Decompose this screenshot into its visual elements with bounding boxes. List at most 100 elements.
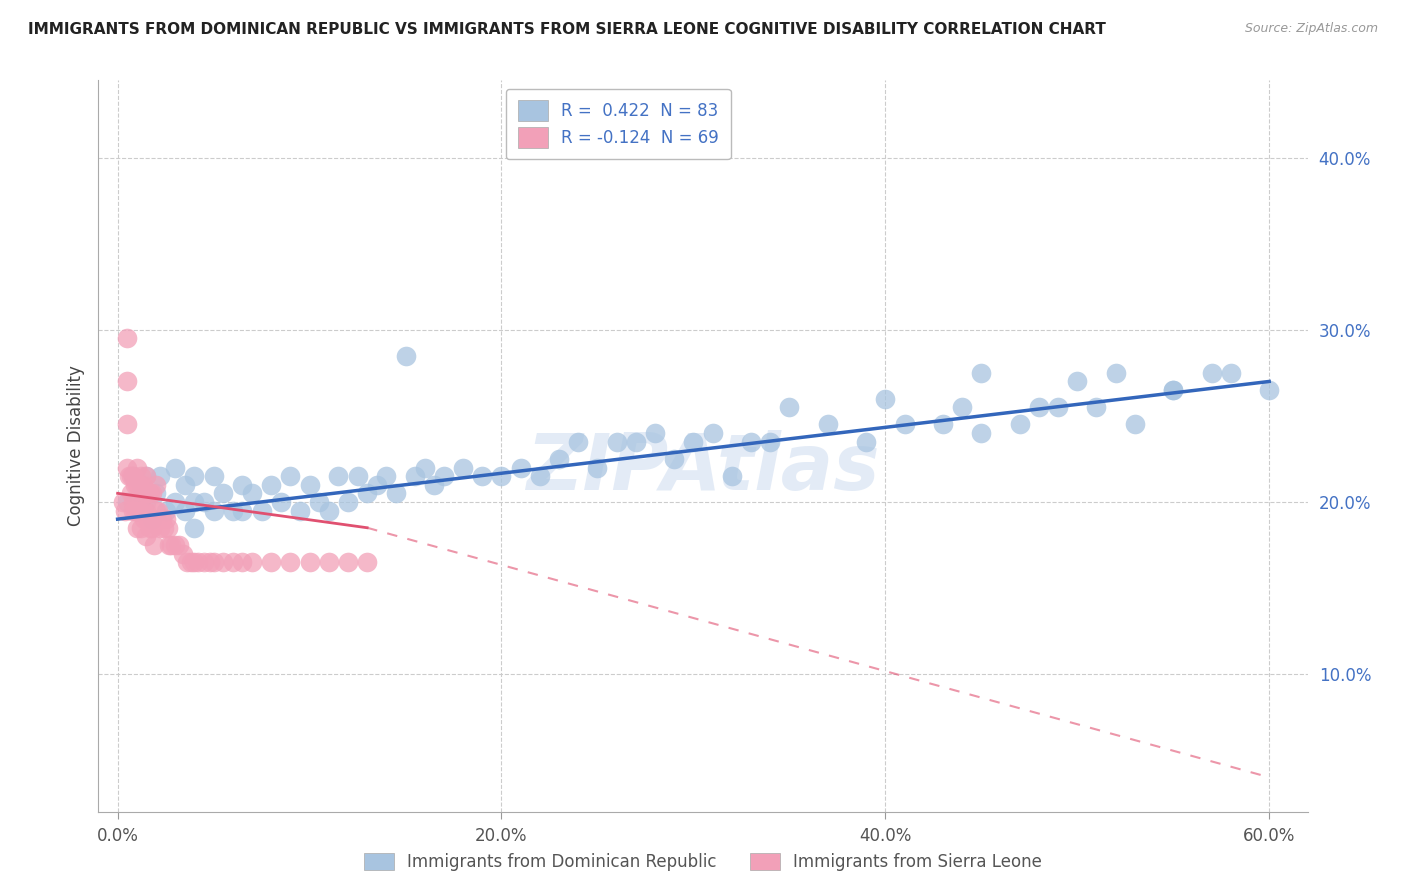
Point <box>122 469 145 483</box>
Point <box>114 503 136 517</box>
Point <box>112 495 135 509</box>
Point <box>193 495 215 509</box>
Point <box>115 331 138 345</box>
Point <box>149 521 172 535</box>
Point <box>356 486 378 500</box>
Point <box>308 495 330 509</box>
Point <box>664 451 686 466</box>
Point <box>222 503 245 517</box>
Point <box>298 555 321 569</box>
Point <box>149 469 172 483</box>
Point <box>172 547 194 561</box>
Point <box>115 495 138 509</box>
Point <box>135 503 157 517</box>
Legend: R =  0.422  N = 83, R = -0.124  N = 69: R = 0.422 N = 83, R = -0.124 N = 69 <box>506 88 731 160</box>
Point <box>129 521 152 535</box>
Point <box>270 495 292 509</box>
Text: Source: ZipAtlas.com: Source: ZipAtlas.com <box>1244 22 1378 36</box>
Point <box>135 469 157 483</box>
Point <box>433 469 456 483</box>
Point <box>159 538 181 552</box>
Point <box>471 469 494 483</box>
Point <box>1085 401 1108 415</box>
Point <box>1219 366 1241 380</box>
Point <box>1123 417 1146 432</box>
Point <box>893 417 915 432</box>
Point <box>240 486 263 500</box>
Point <box>183 469 205 483</box>
Text: ZIPAtlas: ZIPAtlas <box>526 430 880 506</box>
Point <box>115 460 138 475</box>
Point <box>932 417 955 432</box>
Point <box>394 349 416 363</box>
Point <box>131 503 153 517</box>
Point <box>567 434 589 449</box>
Point <box>1104 366 1126 380</box>
Point <box>222 555 245 569</box>
Point <box>366 477 388 491</box>
Point <box>193 555 215 569</box>
Point <box>129 469 152 483</box>
Point <box>1066 375 1088 389</box>
Point <box>509 460 531 475</box>
Point <box>135 486 157 500</box>
Point <box>165 460 187 475</box>
Point <box>720 469 742 483</box>
Point <box>548 451 571 466</box>
Point <box>145 503 167 517</box>
Text: IMMIGRANTS FROM DOMINICAN REPUBLIC VS IMMIGRANTS FROM SIERRA LEONE COGNITIVE DIS: IMMIGRANTS FROM DOMINICAN REPUBLIC VS IM… <box>28 22 1107 37</box>
Point <box>231 503 253 517</box>
Point <box>173 503 195 517</box>
Point <box>122 495 145 509</box>
Point <box>135 469 157 483</box>
Point <box>129 495 152 509</box>
Point <box>280 555 302 569</box>
Point <box>356 555 378 569</box>
Point <box>702 426 724 441</box>
Point <box>346 469 368 483</box>
Point <box>150 512 173 526</box>
Point <box>950 401 973 415</box>
Point <box>250 503 273 517</box>
Point <box>778 401 800 415</box>
Point <box>336 495 359 509</box>
Point <box>124 503 146 517</box>
Point <box>202 555 225 569</box>
Point <box>231 555 253 569</box>
Point <box>318 503 340 517</box>
Point <box>118 469 141 483</box>
Point <box>1047 401 1070 415</box>
Point <box>180 555 202 569</box>
Point <box>134 486 156 500</box>
Point <box>129 477 152 491</box>
Point <box>586 460 609 475</box>
Point <box>128 477 150 491</box>
Point <box>298 477 321 491</box>
Point <box>529 469 551 483</box>
Point <box>165 538 187 552</box>
Point <box>288 503 311 517</box>
Point <box>318 555 340 569</box>
Point <box>212 486 235 500</box>
Point <box>740 434 762 449</box>
Point <box>156 521 179 535</box>
Point <box>125 477 148 491</box>
Point <box>187 555 209 569</box>
Point <box>141 512 163 526</box>
Point <box>165 495 187 509</box>
Point <box>240 555 263 569</box>
Point <box>260 477 283 491</box>
Point <box>135 529 157 543</box>
Point <box>125 460 148 475</box>
Point <box>134 512 156 526</box>
Point <box>136 486 159 500</box>
Point <box>855 434 877 449</box>
Point <box>125 521 148 535</box>
Point <box>139 521 162 535</box>
Point <box>375 469 398 483</box>
Point <box>167 538 190 552</box>
Point <box>155 503 177 517</box>
Point <box>759 434 782 449</box>
Point <box>141 521 163 535</box>
Point <box>160 538 183 552</box>
